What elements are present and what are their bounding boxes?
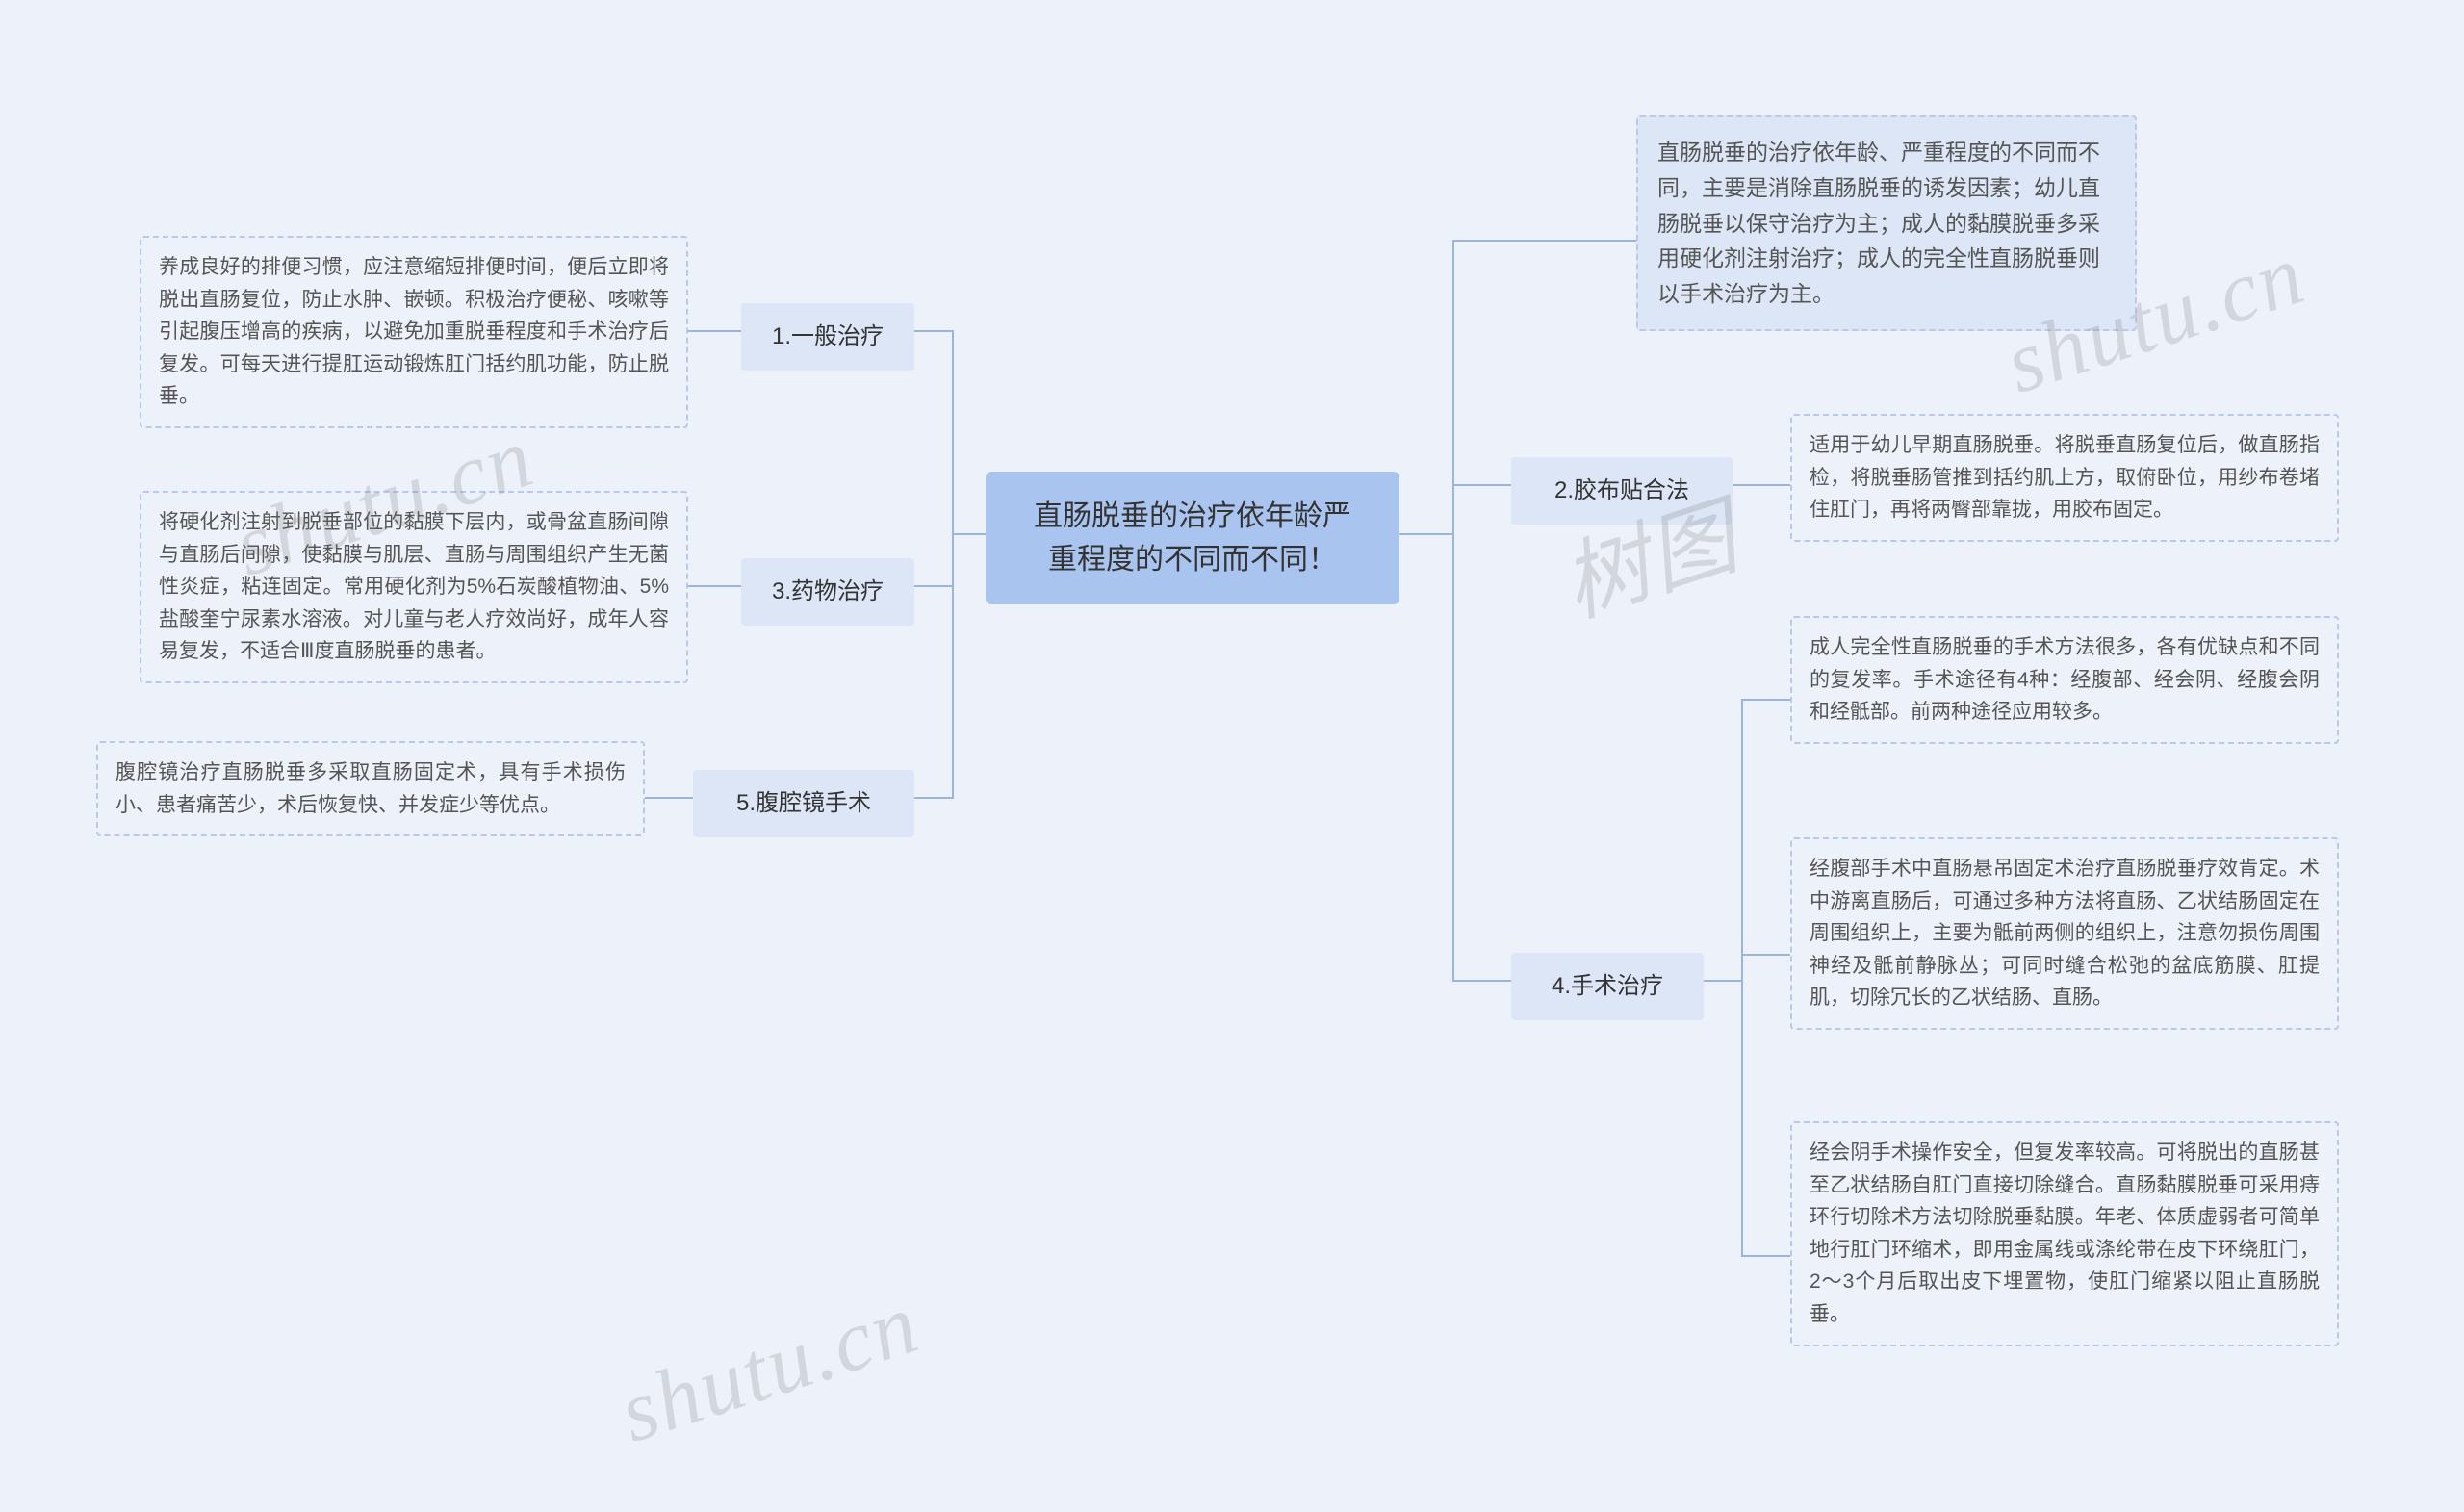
branch-5: 5.腹腔镜手术 — [693, 770, 914, 837]
intro-box: 直肠脱垂的治疗依年龄、严重程度的不同而不同，主要是消除直肠脱垂的诱发因素；幼儿直… — [1636, 115, 2137, 331]
watermark: shutu.cn — [608, 1273, 931, 1462]
leaf-4a: 成人完全性直肠脱垂的手术方法很多，各有优缺点和不同的复发率。手术途径有4种：经腹… — [1790, 616, 2339, 744]
branch-4: 4.手术治疗 — [1511, 953, 1704, 1020]
leaf-3: 将硬化剂注射到脱垂部位的黏膜下层内，或骨盆直肠间隙与直肠后间隙，使黏膜与肌层、直… — [140, 491, 688, 683]
intro-text: 直肠脱垂的治疗依年龄、严重程度的不同而不同，主要是消除直肠脱垂的诱发因素；幼儿直… — [1657, 140, 2100, 306]
branch-2: 2.胶布贴合法 — [1511, 457, 1732, 525]
root-node: 直肠脱垂的治疗依年龄严 重程度的不同而不同！ — [986, 472, 1399, 604]
leaf-5: 腹腔镜治疗直肠脱垂多采取直肠固定术，具有手术损伤小、患者痛苦少，术后恢复快、并发… — [96, 741, 645, 836]
root-line2: 重程度的不同而不同！ — [1048, 544, 1337, 576]
branch-3: 3.药物治疗 — [741, 558, 914, 626]
leaf-4b: 经腹部手术中直肠悬吊固定术治疗直肠脱垂疗效肯定。术中游离直肠后，可通过多种方法将… — [1790, 837, 2339, 1030]
leaf-2: 适用于幼儿早期直肠脱垂。将脱垂直肠复位后，做直肠指检，将脱垂肠管推到括约肌上方，… — [1790, 414, 2339, 542]
leaf-1: 养成良好的排便习惯，应注意缩短排便时间，便后立即将脱出直肠复位，防止水肿、嵌顿。… — [140, 236, 688, 428]
root-line1: 直肠脱垂的治疗依年龄严 — [1034, 500, 1351, 532]
branch-1: 1.一般治疗 — [741, 303, 914, 371]
leaf-4c: 经会阴手术操作安全，但复发率较高。可将脱出的直肠甚至乙状结肠自肛门直接切除缝合。… — [1790, 1121, 2339, 1346]
